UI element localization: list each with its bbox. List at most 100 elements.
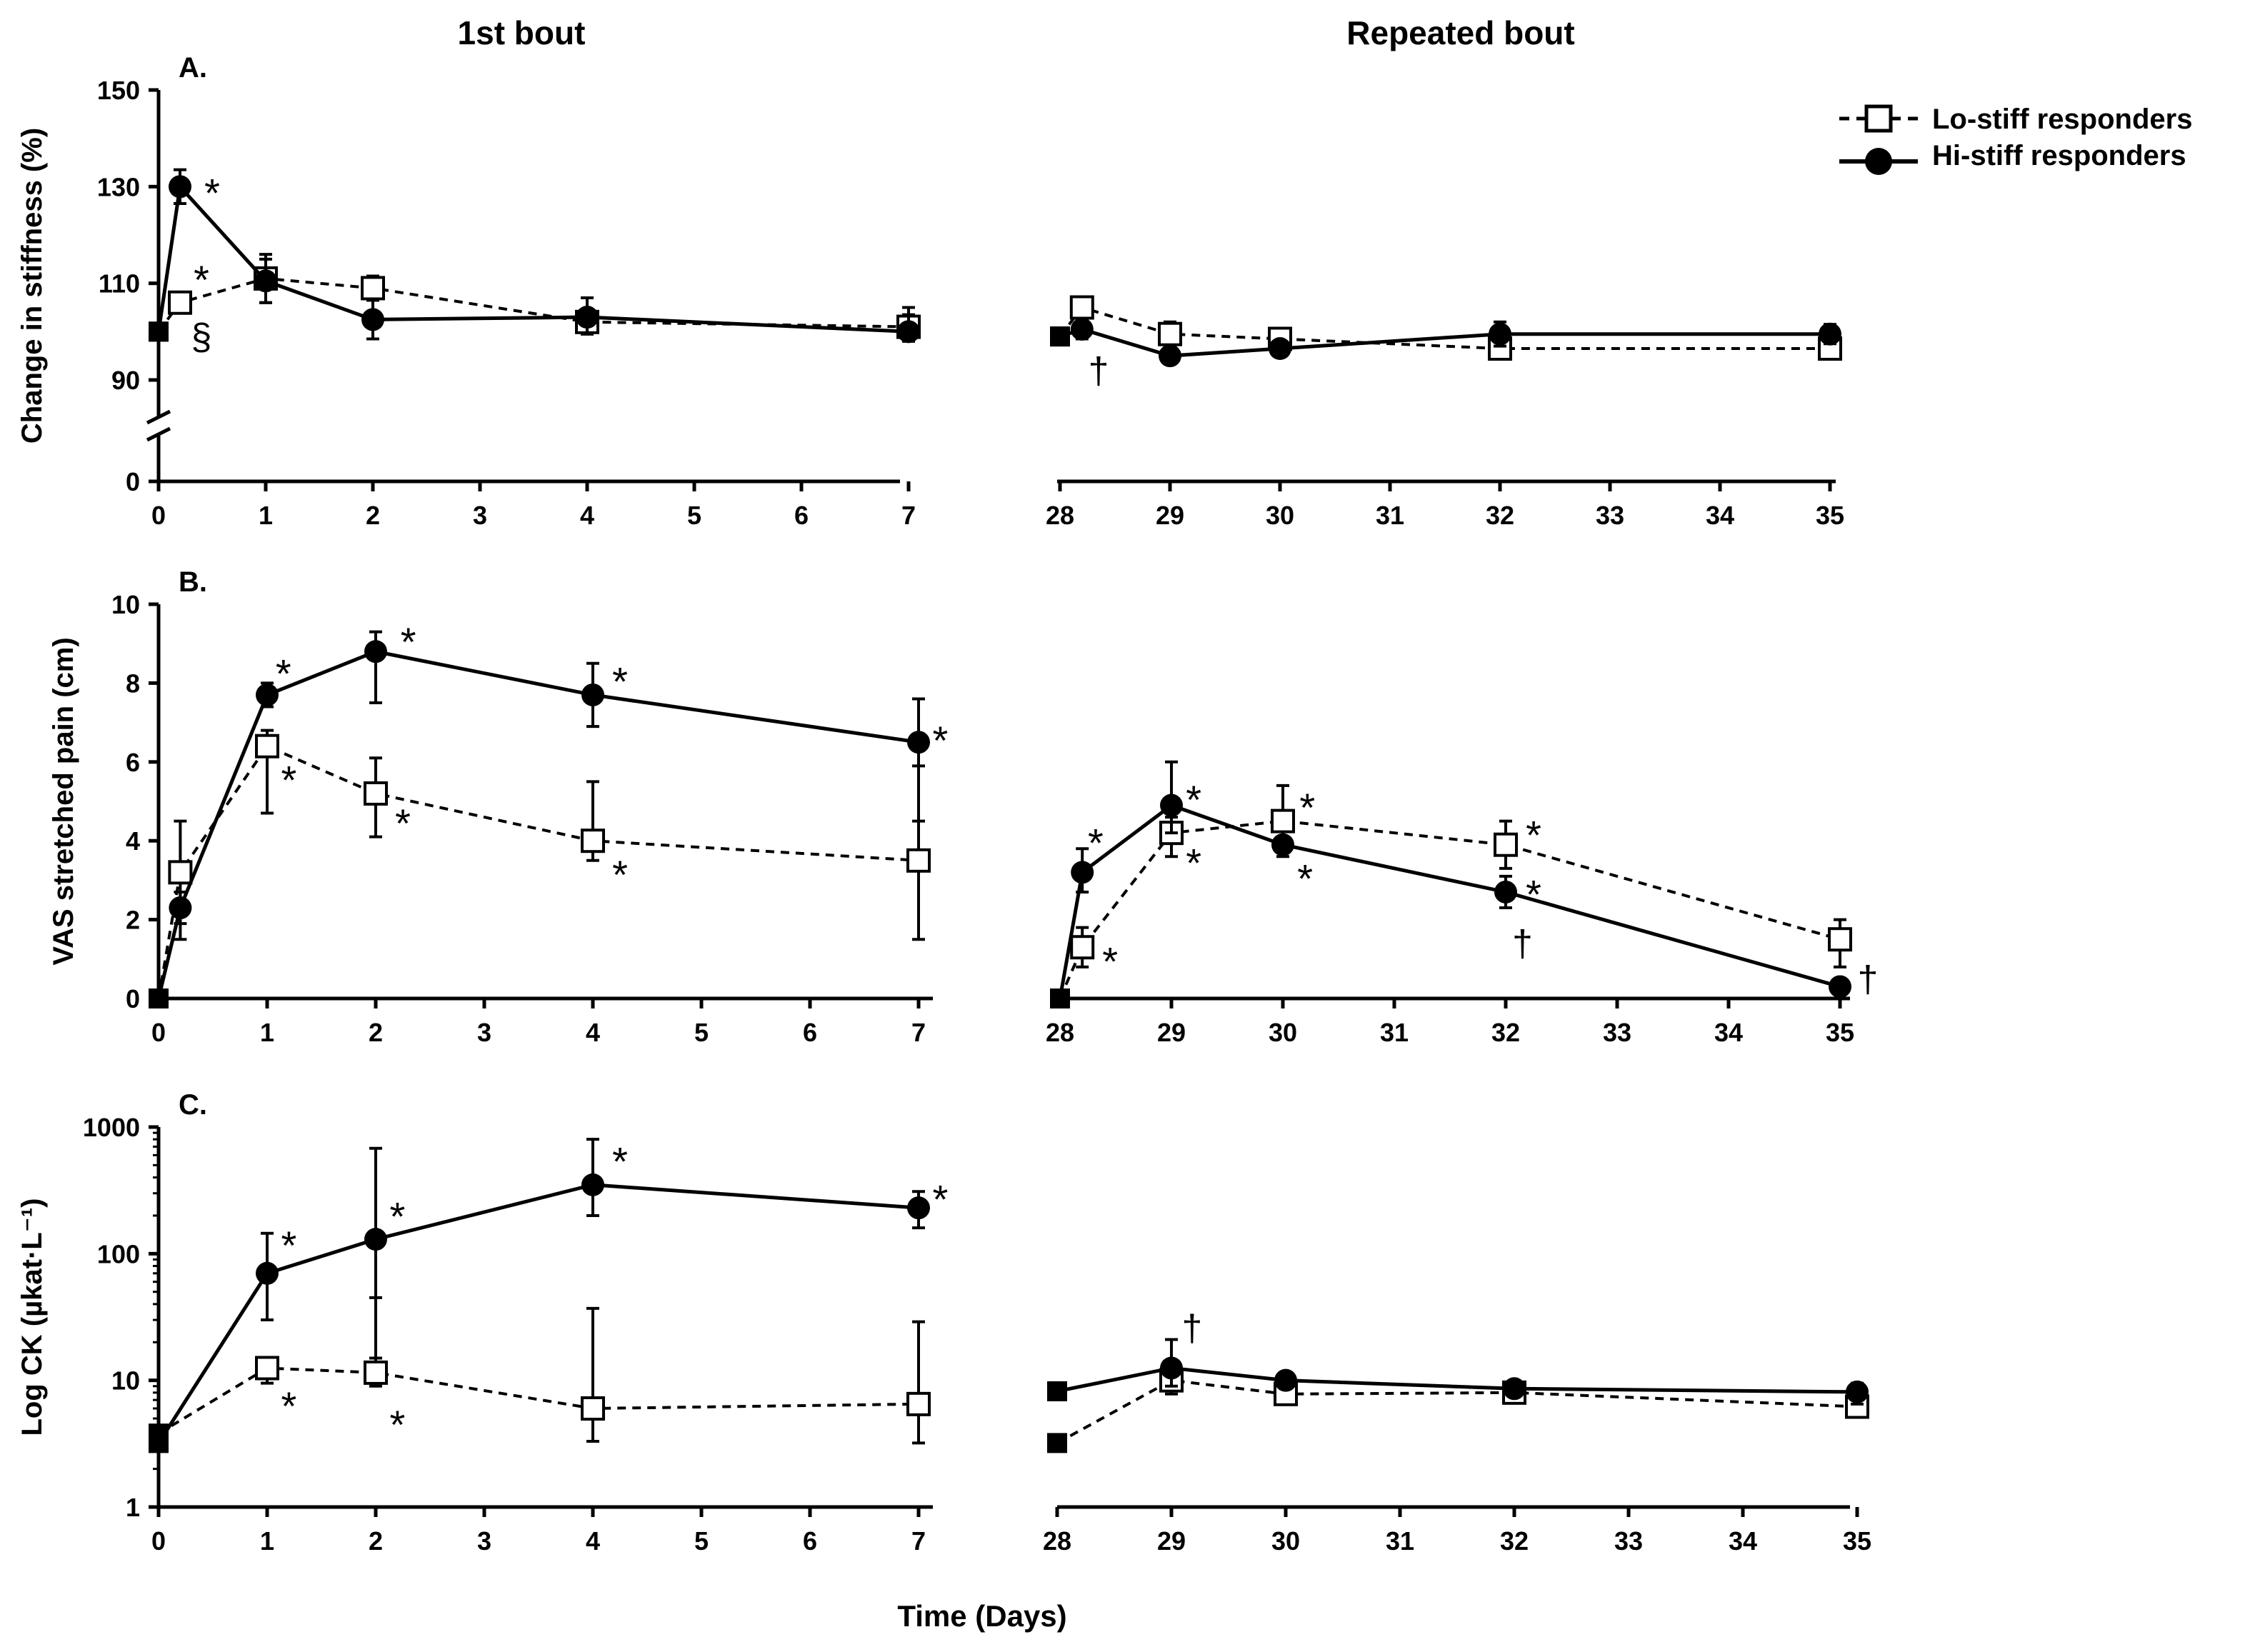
data-point-hi-stiff — [1070, 317, 1094, 341]
x-tick-label: 4 — [580, 501, 594, 530]
annotation-marker: * — [933, 1177, 949, 1222]
annotation-marker: * — [401, 619, 416, 664]
series-line-lo-stiff-bout2 — [1059, 819, 1841, 999]
x-tick-label: 35 — [1816, 501, 1844, 530]
x-tick-label: 2 — [369, 1526, 383, 1556]
x-axis-title: Time (Days) — [897, 1599, 1066, 1633]
data-point-hi-stiff — [1819, 322, 1841, 346]
x-tick-label: 31 — [1376, 501, 1404, 530]
annotation-marker: * — [1102, 938, 1118, 983]
legend-hi-label: Hi-stiff responders — [1932, 140, 2186, 171]
data-point-lo-stiff — [255, 1356, 279, 1381]
data-point-hi-stiff — [1846, 1380, 1869, 1403]
x-tick-label: 33 — [1603, 1018, 1631, 1047]
y-tick-label: 4 — [126, 826, 140, 856]
data-point-hi-stiff — [1829, 975, 1851, 998]
annotation-marker: * — [276, 651, 291, 696]
panel-label-b: B. — [179, 566, 207, 598]
x-tick-label: 0 — [151, 501, 166, 530]
x-tick-label: 30 — [1271, 1526, 1300, 1556]
data-point-hi-stiff — [1503, 1377, 1526, 1401]
annotation-marker: † — [1512, 923, 1533, 965]
data-point-baseline — [1050, 326, 1070, 347]
x-tick-label: 28 — [1046, 501, 1074, 530]
panel-a: A. Change in stiffness (%) 0 90 110 130 150 0 1 2… — [16, 52, 1844, 530]
x-tick-label: 6 — [803, 1526, 817, 1556]
y-tick-label: 8 — [126, 669, 140, 698]
data-point-hi-stiff — [907, 1196, 930, 1220]
data-point-lo-stiff — [906, 848, 931, 873]
header-1st-bout: 1st bout — [458, 14, 586, 51]
annotation-marker: * — [390, 1194, 406, 1239]
data-point-lo-stiff — [1158, 321, 1182, 346]
x-tick-label: 32 — [1500, 1526, 1529, 1556]
y-tick-label: 2 — [126, 906, 140, 935]
data-point-lo-stiff — [364, 781, 388, 806]
x-tick-label: 35 — [1843, 1526, 1871, 1556]
annotation-marker: * — [281, 757, 297, 802]
x-tick-label: 28 — [1046, 1018, 1074, 1047]
panel-label-c: C. — [179, 1089, 207, 1121]
legend-lo-marker — [1864, 104, 1893, 133]
x-tick-label: 3 — [477, 1526, 491, 1556]
x-tick-label: 1 — [259, 501, 273, 530]
annotation-marker: * — [281, 1223, 297, 1268]
y-tick-label: 10 — [111, 1366, 140, 1396]
x-tick-label: 1 — [260, 1018, 274, 1047]
axis-break-mark — [146, 426, 171, 442]
annotation-marker: † — [1181, 1308, 1202, 1349]
y-tick-label: 100 — [97, 1239, 140, 1268]
data-point-lo-stiff — [1271, 809, 1295, 833]
annotation-marker: * — [281, 1383, 297, 1428]
data-point-lo-stiff — [1069, 295, 1094, 320]
y-tick-label: 150 — [97, 76, 140, 105]
data-point-hi-stiff — [1159, 344, 1181, 368]
annotation-marker: * — [612, 659, 628, 704]
y-tick-label: 130 — [97, 172, 140, 201]
y-tick-label: 1 — [126, 1493, 140, 1522]
x-tick-label: 32 — [1486, 501, 1514, 530]
annotation-marker: * — [612, 852, 628, 897]
y-tick-label: 1000 — [83, 1113, 140, 1142]
x-tick-label: 34 — [1706, 501, 1734, 530]
x-tick-label: 7 — [911, 1018, 926, 1047]
panel-label-a: A. — [179, 52, 207, 84]
annotation-marker: * — [612, 1138, 628, 1183]
legend: Lo-stiff responders Hi-stiff responders — [1839, 104, 2192, 175]
data-point-baseline — [1047, 1433, 1067, 1453]
annotation-marker: * — [1186, 777, 1201, 822]
data-point-hi-stiff — [1489, 322, 1511, 346]
data-point-hi-stiff — [1071, 861, 1094, 884]
annotation-marker: † — [1088, 350, 1109, 391]
data-point-baseline — [1050, 988, 1070, 1008]
data-point-baseline — [1047, 1381, 1067, 1401]
data-point-hi-stiff — [169, 175, 191, 199]
annotation-marker: * — [1297, 856, 1313, 901]
x-tick-label: 34 — [1714, 1018, 1743, 1047]
series-line-hi-stiff-bout1 — [156, 649, 919, 999]
x-tick-label: 31 — [1380, 1018, 1409, 1047]
y-tick-label: 6 — [126, 748, 140, 777]
x-tick-label: 5 — [687, 501, 701, 530]
data-point-hi-stiff — [364, 640, 387, 664]
x-tick-label: 0 — [151, 1018, 166, 1047]
data-point-hi-stiff — [581, 1173, 604, 1196]
annotation-marker: * — [1526, 871, 1541, 916]
x-tick-label: 5 — [694, 1018, 709, 1047]
annotation-marker: * — [194, 257, 209, 302]
header-repeated-bout: Repeated bout — [1346, 14, 1574, 51]
axis-break-mark — [146, 409, 171, 425]
x-tick-label: 35 — [1826, 1018, 1854, 1047]
data-point-lo-stiff — [1828, 927, 1852, 952]
x-tick-label: 29 — [1157, 1018, 1186, 1047]
x-tick-label: 31 — [1386, 1526, 1414, 1556]
series-line-lo-stiff-bout1 — [157, 744, 919, 999]
data-point-hi-stiff — [581, 683, 604, 706]
data-point-hi-stiff — [256, 683, 279, 706]
x-tick-label: 33 — [1614, 1526, 1643, 1556]
data-point-hi-stiff — [364, 1228, 387, 1251]
data-point-lo-stiff — [168, 860, 193, 885]
data-point-hi-stiff — [1269, 337, 1291, 361]
